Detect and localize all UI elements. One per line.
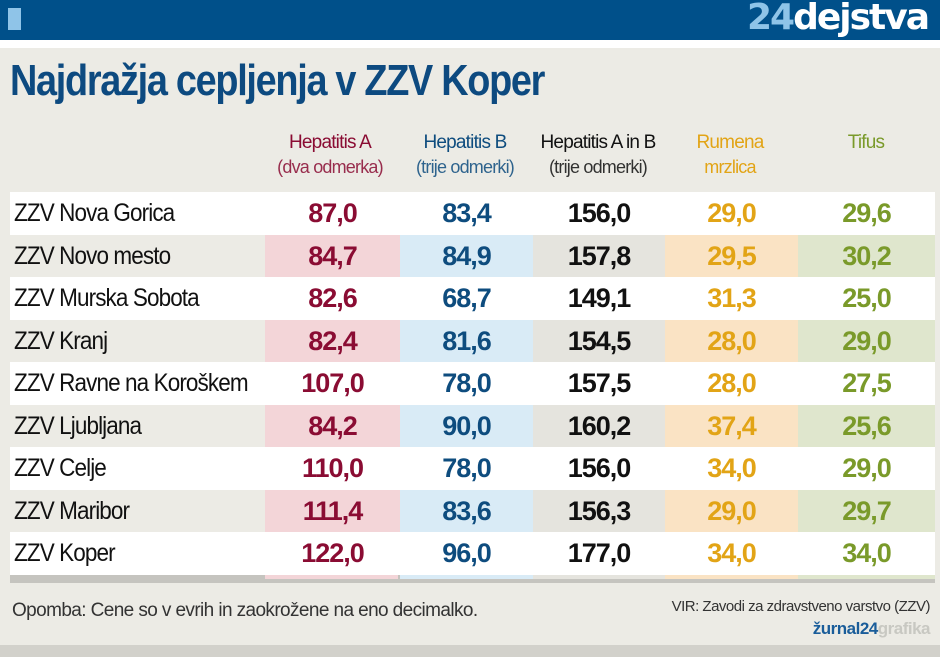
price-cell: 82,4 bbox=[265, 319, 400, 362]
table-row: ZZV Novo mesto 84,7 84,9 157,8 29,5 30,2 bbox=[10, 234, 935, 277]
price-cell: 28,0 bbox=[707, 368, 757, 398]
table-row: ZZV Nova Gorica 87,0 83,4 156,0 29,0 29,6 bbox=[10, 192, 935, 235]
price-cell: 96,0 bbox=[442, 538, 492, 568]
footnote: Opomba: Cene so v evrih in zaokrožene na… bbox=[12, 600, 478, 621]
price-cell: 68,7 bbox=[442, 283, 492, 313]
price-cell: 111,4 bbox=[265, 489, 400, 532]
price-cell: 157,8 bbox=[533, 234, 665, 277]
top-bar: 24dejstva bbox=[0, 0, 940, 40]
price-cell: 29,0 bbox=[665, 489, 798, 532]
column-bottom-tint bbox=[400, 575, 533, 579]
price-cell: 83,6 bbox=[400, 489, 533, 532]
price-cell: 78,0 bbox=[442, 453, 492, 483]
table-row: ZZV Ravne na Koroškem 107,0 78,0 157,5 28,0 2… bbox=[10, 362, 935, 405]
table-row: ZZV Celje 110,0 78,0 156,0 34,0 29,0 bbox=[10, 447, 935, 490]
table-row: ZZV Ljubljana 84,2 90,0 160,2 37,4 25,6 bbox=[10, 404, 935, 447]
price-cell: 154,5 bbox=[533, 319, 665, 362]
price-cell: 156,0 bbox=[567, 453, 632, 483]
logo-24dejstva: 24dejstva bbox=[746, 0, 930, 38]
price-cell: 78,0 bbox=[442, 368, 492, 398]
price-cell: 156,3 bbox=[533, 489, 665, 532]
column-name: Hepatitis B bbox=[423, 132, 507, 153]
column-name: Tifus bbox=[847, 132, 885, 153]
row-name: ZZV Ravne na Koroškem bbox=[14, 369, 249, 397]
table-row: ZZV Kranj 82,4 81,6 154,5 28,0 29,0 bbox=[10, 319, 935, 362]
price-cell: 25,6 bbox=[798, 404, 935, 447]
column-subtitle: (trije odmerki) bbox=[548, 157, 648, 177]
price-cell: 177,0 bbox=[567, 538, 632, 568]
column-header: Hepatitis B (trije odmerki) bbox=[395, 130, 535, 180]
column-subtitle: (dva odmerka) bbox=[277, 157, 383, 177]
row-name: ZZV Ljubljana bbox=[14, 411, 142, 440]
price-cell: 37,4 bbox=[665, 404, 798, 447]
column-bottom-tint bbox=[665, 575, 798, 579]
row-name: ZZV Celje bbox=[14, 454, 107, 482]
price-cell: 30,2 bbox=[798, 234, 935, 277]
price-cell: 31,3 bbox=[707, 283, 757, 313]
price-cell: 29,7 bbox=[798, 489, 935, 532]
column-header: Rumena mrzlica bbox=[660, 130, 800, 180]
price-cell: 29,5 bbox=[665, 234, 798, 277]
column-header: Hepatitis A (dva odmerka) bbox=[260, 130, 400, 180]
table-row: ZZV Koper 122,0 96,0 177,0 34,0 34,0 bbox=[10, 532, 935, 575]
column-subtitle: mrzlica bbox=[704, 157, 756, 177]
price-cell: 29,0 bbox=[707, 198, 757, 228]
divider bbox=[0, 40, 940, 48]
row-name: ZZV Koper bbox=[14, 539, 116, 567]
price-cell: 34,0 bbox=[707, 538, 757, 568]
price-cell: 29,6 bbox=[842, 198, 892, 228]
row-name: ZZV Nova Gorica bbox=[14, 199, 175, 227]
price-cell: 84,7 bbox=[265, 234, 400, 277]
price-cell: 82,6 bbox=[308, 283, 358, 313]
price-cell: 110,0 bbox=[301, 453, 364, 483]
price-cell: 81,6 bbox=[400, 319, 533, 362]
price-cell: 25,0 bbox=[842, 283, 892, 313]
square-decoration bbox=[8, 8, 21, 30]
price-cell: 84,9 bbox=[400, 234, 533, 277]
brand-zurnal24grafika: žurnal24grafika bbox=[812, 619, 931, 638]
source: VIR: Zavodi za zdravstveno varstvo (ZZV) bbox=[671, 598, 931, 615]
row-name: ZZV Kranj bbox=[14, 326, 108, 355]
table-row: ZZV Maribor 111,4 83,6 156,3 29,0 29,7 bbox=[10, 489, 935, 532]
price-cell: 160,2 bbox=[533, 404, 665, 447]
row-name: ZZV Novo mesto bbox=[14, 241, 171, 270]
column-name: Rumena bbox=[696, 132, 764, 153]
page-title: Najdražja cepljenja v ZZV Koper bbox=[10, 56, 545, 105]
column-name: Hepatitis A bbox=[288, 132, 372, 153]
column-bottom-tint bbox=[533, 575, 666, 579]
price-cell: 149,1 bbox=[567, 283, 632, 313]
row-name: ZZV Maribor bbox=[14, 496, 130, 525]
price-cell: 29,0 bbox=[798, 319, 935, 362]
price-cell: 122,0 bbox=[301, 538, 365, 568]
price-cell: 29,0 bbox=[842, 453, 892, 483]
price-cell: 34,0 bbox=[842, 538, 892, 568]
price-cell: 87,0 bbox=[308, 198, 358, 228]
column-bottom-tint bbox=[798, 575, 935, 579]
column-header: Tifus bbox=[796, 130, 936, 155]
price-cell: 27,5 bbox=[842, 368, 892, 398]
column-name: Hepatitis A in B bbox=[540, 132, 657, 153]
column-bottom-tint bbox=[265, 575, 398, 579]
price-cell: 107,0 bbox=[301, 368, 365, 398]
column-subtitle: (trije odmerki) bbox=[415, 157, 515, 177]
column-header: Hepatitis A in B (trije odmerki) bbox=[528, 130, 668, 180]
price-table: ZZV Nova Gorica 87,0 83,4 156,0 29,0 29,6 ZZV … bbox=[10, 192, 935, 575]
price-cell: 34,0 bbox=[707, 453, 757, 483]
price-cell: 90,0 bbox=[400, 404, 533, 447]
table-row: ZZV Murska Sobota 82,6 68,7 149,1 31,3 25,0 bbox=[10, 277, 935, 320]
price-cell: 83,4 bbox=[442, 198, 492, 228]
price-cell: 157,5 bbox=[567, 368, 632, 398]
row-name: ZZV Murska Sobota bbox=[14, 284, 200, 312]
price-cell: 28,0 bbox=[665, 319, 798, 362]
price-cell: 84,2 bbox=[265, 404, 400, 447]
footer-bar bbox=[0, 645, 940, 657]
table-bottom-bar bbox=[10, 575, 935, 583]
price-cell: 156,0 bbox=[567, 198, 632, 228]
